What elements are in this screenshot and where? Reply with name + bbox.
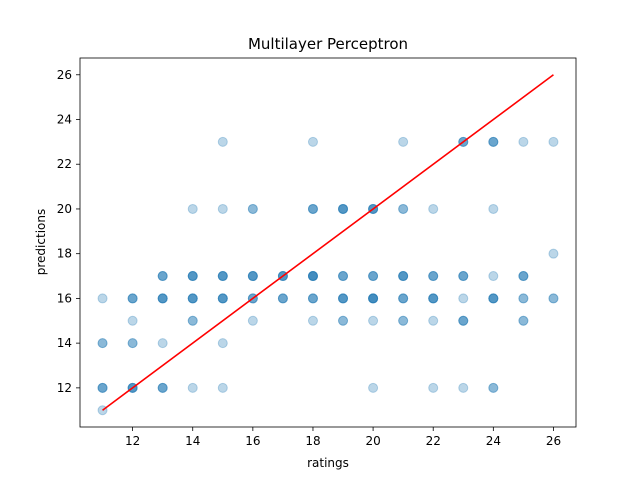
data-point bbox=[188, 204, 197, 213]
data-point bbox=[98, 294, 107, 303]
x-tick-label: 12 bbox=[125, 434, 140, 448]
y-tick-label: 20 bbox=[57, 202, 72, 216]
data-point bbox=[399, 316, 408, 325]
data-point bbox=[339, 294, 348, 303]
data-point bbox=[158, 272, 167, 281]
x-tick-label: 24 bbox=[486, 434, 501, 448]
x-tick-label: 26 bbox=[546, 434, 561, 448]
x-tick-label: 22 bbox=[426, 434, 441, 448]
data-point bbox=[308, 294, 317, 303]
data-point bbox=[549, 249, 558, 258]
data-point bbox=[158, 339, 167, 348]
data-point bbox=[549, 294, 558, 303]
data-point bbox=[399, 204, 408, 213]
data-point bbox=[489, 272, 498, 281]
data-point bbox=[369, 383, 378, 392]
data-point bbox=[459, 294, 468, 303]
data-point bbox=[489, 294, 498, 303]
data-point bbox=[128, 339, 137, 348]
y-tick-label: 12 bbox=[57, 381, 72, 395]
data-point bbox=[429, 204, 438, 213]
data-point bbox=[369, 294, 378, 303]
data-point bbox=[248, 316, 257, 325]
y-tick-label: 24 bbox=[57, 113, 72, 127]
x-tick-label: 16 bbox=[245, 434, 260, 448]
data-point bbox=[369, 272, 378, 281]
data-point bbox=[248, 272, 257, 281]
data-point bbox=[188, 316, 197, 325]
data-point bbox=[399, 137, 408, 146]
data-point bbox=[278, 294, 287, 303]
data-point bbox=[188, 294, 197, 303]
data-point bbox=[339, 204, 348, 213]
y-tick-label: 14 bbox=[57, 336, 72, 350]
data-point bbox=[308, 272, 317, 281]
data-point bbox=[489, 204, 498, 213]
data-point bbox=[369, 316, 378, 325]
data-point bbox=[429, 316, 438, 325]
x-axis-label: ratings bbox=[307, 456, 349, 470]
y-axis-label: predictions bbox=[34, 209, 48, 275]
data-point bbox=[128, 316, 137, 325]
data-point bbox=[158, 383, 167, 392]
data-point bbox=[218, 383, 227, 392]
data-point bbox=[459, 316, 468, 325]
data-point bbox=[308, 316, 317, 325]
data-point bbox=[459, 272, 468, 281]
data-point bbox=[188, 272, 197, 281]
data-point bbox=[98, 383, 107, 392]
data-point bbox=[519, 272, 528, 281]
data-point bbox=[98, 339, 107, 348]
data-point bbox=[549, 137, 558, 146]
data-point bbox=[218, 137, 227, 146]
x-tick-label: 14 bbox=[185, 434, 200, 448]
data-point bbox=[489, 137, 498, 146]
y-tick-label: 26 bbox=[57, 68, 72, 82]
y-tick-label: 22 bbox=[57, 157, 72, 171]
x-tick-label: 18 bbox=[305, 434, 320, 448]
data-point bbox=[429, 272, 438, 281]
data-point bbox=[489, 383, 498, 392]
y-tick-label: 16 bbox=[57, 291, 72, 305]
data-point bbox=[188, 383, 197, 392]
data-point bbox=[429, 383, 438, 392]
data-point bbox=[399, 272, 408, 281]
data-point bbox=[128, 294, 137, 303]
data-point bbox=[429, 294, 438, 303]
chart-title: Multilayer Perceptron bbox=[248, 35, 408, 53]
x-tick-label: 20 bbox=[365, 434, 380, 448]
data-point bbox=[519, 294, 528, 303]
data-point bbox=[218, 204, 227, 213]
data-point bbox=[519, 137, 528, 146]
data-point bbox=[218, 272, 227, 281]
data-point bbox=[218, 294, 227, 303]
y-tick-label: 18 bbox=[57, 247, 72, 261]
data-point bbox=[218, 339, 227, 348]
data-point bbox=[158, 294, 167, 303]
data-point bbox=[308, 204, 317, 213]
data-point bbox=[339, 316, 348, 325]
x-ticks: 12 14 16 18 20 22 24 26 bbox=[125, 427, 561, 448]
data-point bbox=[399, 294, 408, 303]
data-point bbox=[248, 204, 257, 213]
data-point bbox=[519, 316, 528, 325]
data-point bbox=[459, 383, 468, 392]
y-ticks: 12 14 16 18 20 22 24 26 bbox=[57, 68, 80, 395]
data-point bbox=[308, 137, 317, 146]
data-point bbox=[339, 272, 348, 281]
